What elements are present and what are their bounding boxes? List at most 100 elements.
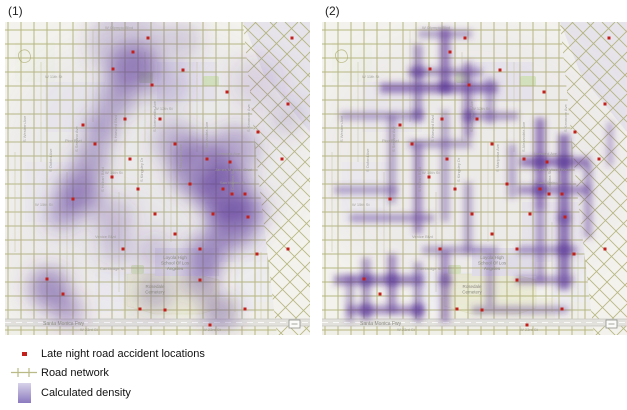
svg-text:S Harvard Blvd: S Harvard Blvd [113, 115, 118, 142]
svg-text:W 15th St: W 15th St [35, 202, 53, 207]
svg-text:W 11th St: W 11th St [362, 74, 380, 79]
accident-point [243, 307, 247, 311]
accident-point [445, 157, 449, 161]
panel2-label: (2) [325, 4, 340, 18]
svg-text:S Kingsley Dr: S Kingsley Dr [456, 157, 461, 182]
svg-text:W 23rd St: W 23rd St [520, 327, 539, 332]
loyola-high-school-label: Angeles [167, 266, 184, 271]
accident-point [563, 215, 567, 219]
accident-point [173, 232, 177, 236]
rosedale-cemetery-label: Cemetery [462, 290, 482, 295]
map-attribution-icon [288, 319, 301, 329]
legend-item-accidents: Late night road accident locations [8, 344, 205, 363]
map-panel-1-kernel: (1) W Olympic Blvd W 11th St W 12th St Pico… [5, 3, 310, 335]
accident-point [158, 117, 162, 121]
svg-text:Cambridge St: Cambridge St [417, 266, 442, 271]
svg-text:W 12th St: W 12th St [155, 106, 173, 111]
svg-text:S Kenmore Ave: S Kenmore Ave [246, 104, 251, 132]
svg-text:W 23rd St: W 23rd St [80, 327, 99, 332]
accident-point [188, 182, 192, 186]
svg-text:S Western Ave: S Western Ave [22, 115, 27, 142]
accident-point [490, 142, 494, 146]
loop-road [18, 49, 31, 63]
loyola-high-school-label: Loyola High [480, 255, 504, 260]
density-wash [322, 27, 627, 297]
accident-point [150, 83, 154, 87]
loyola-high-school-label: Loyola High [163, 255, 187, 260]
accident-point [136, 187, 140, 191]
accident-point [453, 187, 457, 191]
accident-point [522, 157, 526, 161]
svg-text:S Mariposa Ave: S Mariposa Ave [178, 143, 183, 172]
accident-point [181, 68, 185, 72]
svg-text:San Marino St: San Marino St [537, 180, 563, 185]
accident-point [398, 123, 402, 127]
accident-point [475, 117, 479, 121]
svg-text:S Hobart Blvd: S Hobart Blvd [100, 167, 105, 192]
accident-point [173, 142, 177, 146]
accident-point [455, 307, 459, 311]
freeway-label: Santa Monica Fwy [360, 321, 402, 327]
accident-point [542, 90, 546, 94]
kernel-density-map: W Olympic Blvd W 11th St W 12th St Pico Blv… [5, 22, 310, 335]
accident-points [45, 36, 294, 327]
svg-text:W 15th St: W 15th St [352, 202, 370, 207]
street-labels: W Olympic Blvd W 11th St W 12th St Pico Blv… [339, 25, 569, 332]
loyola-high-school-label: School Of Los [161, 261, 190, 266]
street-labels: W Olympic Blvd W 11th St W 12th St Pico Blv… [22, 25, 252, 332]
svg-text:S Kingsley Dr: S Kingsley Dr [139, 157, 144, 182]
svg-text:Leeward Ave: Leeward Ave [534, 151, 558, 156]
svg-text:W 14th St: W 14th St [422, 170, 440, 175]
svg-text:Pico Blvd: Pico Blvd [382, 138, 399, 143]
svg-text:S Alexandria Ave: S Alexandria Ave [204, 121, 209, 152]
legend-label-road-network: Road network [41, 366, 109, 379]
svg-text:San Marino St: San Marino St [220, 180, 246, 185]
accident-point [138, 307, 142, 311]
svg-text:W Olympic Blvd: W Olympic Blvd [422, 25, 450, 30]
svg-text:S Normandie Ave: S Normandie Ave [469, 100, 474, 132]
network-density-map: W Olympic Blvd W 11th St W 12th St Pico Blv… [322, 22, 627, 335]
accident-point [467, 83, 471, 87]
accident-point [572, 252, 576, 256]
accident-point [256, 130, 260, 134]
accident-point [111, 67, 115, 71]
accident-point [607, 36, 611, 40]
accident-point [603, 247, 607, 251]
accident-point [228, 160, 232, 164]
accident-point [71, 197, 75, 201]
road-network-symbol [11, 368, 37, 377]
accident-point [427, 175, 431, 179]
legend-item-density: Calculated density [8, 382, 205, 404]
rosedale-cemetery-label: Rosedale [145, 284, 165, 289]
svg-text:S Oxford Ave: S Oxford Ave [365, 148, 370, 172]
accident-point [515, 247, 519, 251]
rosedale-cemetery-label: Cemetery [145, 290, 165, 295]
accident-point [110, 175, 114, 179]
svg-text:S Serrano Ave: S Serrano Ave [391, 126, 396, 152]
accident-point [221, 187, 225, 191]
accident-point [597, 157, 601, 161]
svg-text:Venice Blvd: Venice Blvd [95, 234, 116, 239]
accident-point [286, 247, 290, 251]
accident-point [528, 212, 532, 216]
svg-text:Venice Blvd: Venice Blvd [412, 234, 433, 239]
svg-text:Pico Blvd: Pico Blvd [65, 138, 82, 143]
loyola-high-school-label: School Of Los [478, 261, 507, 266]
accident-point [362, 277, 366, 281]
accident-point [410, 142, 414, 146]
svg-text:Cambridge St: Cambridge St [100, 266, 125, 271]
legend: Late night road accident locations Road … [8, 344, 205, 404]
accident-point [45, 277, 49, 281]
svg-text:S Catalina St: S Catalina St [230, 170, 235, 194]
accident-point [545, 160, 549, 164]
accident-point [290, 36, 294, 40]
svg-text:W 11th St: W 11th St [45, 74, 63, 79]
freeway-label: Santa Monica Fwy [43, 321, 85, 327]
accident-point [255, 252, 259, 256]
svg-text:W 23rd St: W 23rd St [397, 327, 416, 332]
svg-text:S Kenmore Ave: S Kenmore Ave [563, 104, 568, 132]
accident-points [362, 36, 611, 327]
svg-text:W 14th St: W 14th St [105, 170, 123, 175]
accident-point [463, 36, 467, 40]
